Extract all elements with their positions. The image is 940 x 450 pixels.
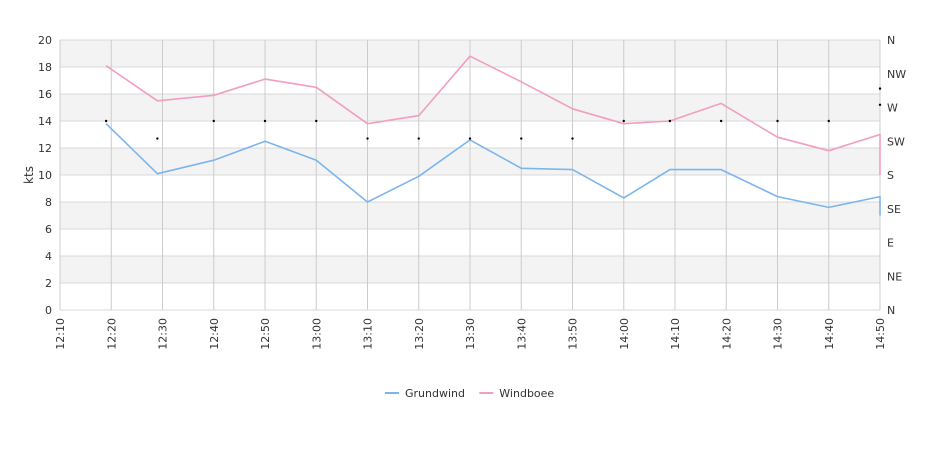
direction-marker: [827, 119, 830, 123]
y-tick-label: 4: [45, 250, 52, 263]
x-tick-label: 12:40: [208, 318, 221, 350]
vertical-gridlines: [59, 40, 881, 310]
y-tick-label: 12: [38, 142, 52, 155]
legend-label: Grundwind: [405, 387, 465, 400]
x-tick-label: 14:20: [720, 318, 733, 350]
direction-marker: [622, 119, 625, 123]
direction-tick-label: W: [887, 102, 898, 115]
direction-marker: [878, 103, 882, 107]
x-axis-tick-labels: 12:10 12:20 12:30 12:40 12:50 13:00 13:10 13:20…: [54, 318, 887, 350]
y-tick-label: 6: [45, 223, 52, 236]
legend: Grundwind Windboee: [385, 387, 554, 400]
y-tick-label: 10: [38, 169, 52, 182]
y-tick-label: 14: [38, 115, 52, 128]
series-line-windboee: [105, 55, 881, 175]
x-tick-label: 13:50: [567, 318, 580, 350]
x-tick-label: 12:10: [54, 318, 67, 350]
x-tick-label: 13:30: [464, 318, 477, 350]
direction-marker: [263, 119, 267, 123]
x-tick-label: 12:20: [105, 318, 118, 350]
direction-marker: [668, 119, 672, 123]
series-line-grundwind: [105, 123, 881, 216]
direction-tick-label: S: [887, 169, 894, 182]
direction-marker: [315, 119, 318, 123]
direction-marker: [520, 137, 523, 140]
direction-axis-tick-labels: N NE E SE S SW W NW N: [887, 34, 906, 317]
direction-tick-label: N: [887, 34, 895, 47]
x-tick-label: 14:50: [874, 318, 887, 350]
direction-marker: [468, 137, 472, 140]
x-tick-label: 13:20: [413, 318, 426, 350]
y-tick-label: 8: [45, 196, 52, 209]
legend-label: Windboee: [499, 387, 554, 400]
x-tick-label: 14:10: [669, 318, 682, 350]
direction-marker: [366, 137, 369, 140]
x-tick-label: 12:30: [157, 318, 170, 350]
x-tick-label: 13:00: [310, 318, 323, 350]
x-tick-label: 14:40: [823, 318, 836, 350]
x-tick-label: 13:10: [362, 318, 375, 350]
x-tick-label: 14:30: [772, 318, 785, 350]
direction-tick-label: SW: [887, 135, 905, 148]
direction-marker: [571, 137, 574, 140]
y-axis-tick-labels: 0 2 4 6 8 10 12 14 16 18 20: [38, 34, 52, 317]
direction-tick-label: NW: [887, 68, 906, 81]
direction-marker: [156, 137, 159, 140]
direction-tick-label: N: [887, 304, 895, 317]
x-tick-label: 12:50: [259, 318, 272, 350]
direction-marker: [719, 119, 723, 123]
direction-marker: [212, 119, 215, 123]
series-lines: [105, 55, 881, 216]
y-tick-label: 0: [45, 304, 52, 317]
direction-marker: [776, 119, 779, 123]
x-tick-label: 14:00: [618, 318, 631, 350]
direction-tick-label: E: [887, 237, 894, 250]
direction-marker: [417, 137, 420, 140]
direction-tick-label: SE: [887, 203, 901, 216]
y-tick-label: 2: [45, 277, 52, 290]
y-tick-label: 18: [38, 61, 52, 74]
direction-markers: [104, 87, 882, 140]
direction-marker: [104, 119, 108, 123]
y-axis-title: kts: [22, 166, 36, 184]
direction-marker: [878, 87, 882, 90]
y-tick-label: 16: [38, 88, 52, 101]
x-tick-label: 13:40: [515, 318, 528, 350]
y-tick-label: 20: [38, 34, 52, 47]
direction-tick-label: NE: [887, 270, 902, 283]
